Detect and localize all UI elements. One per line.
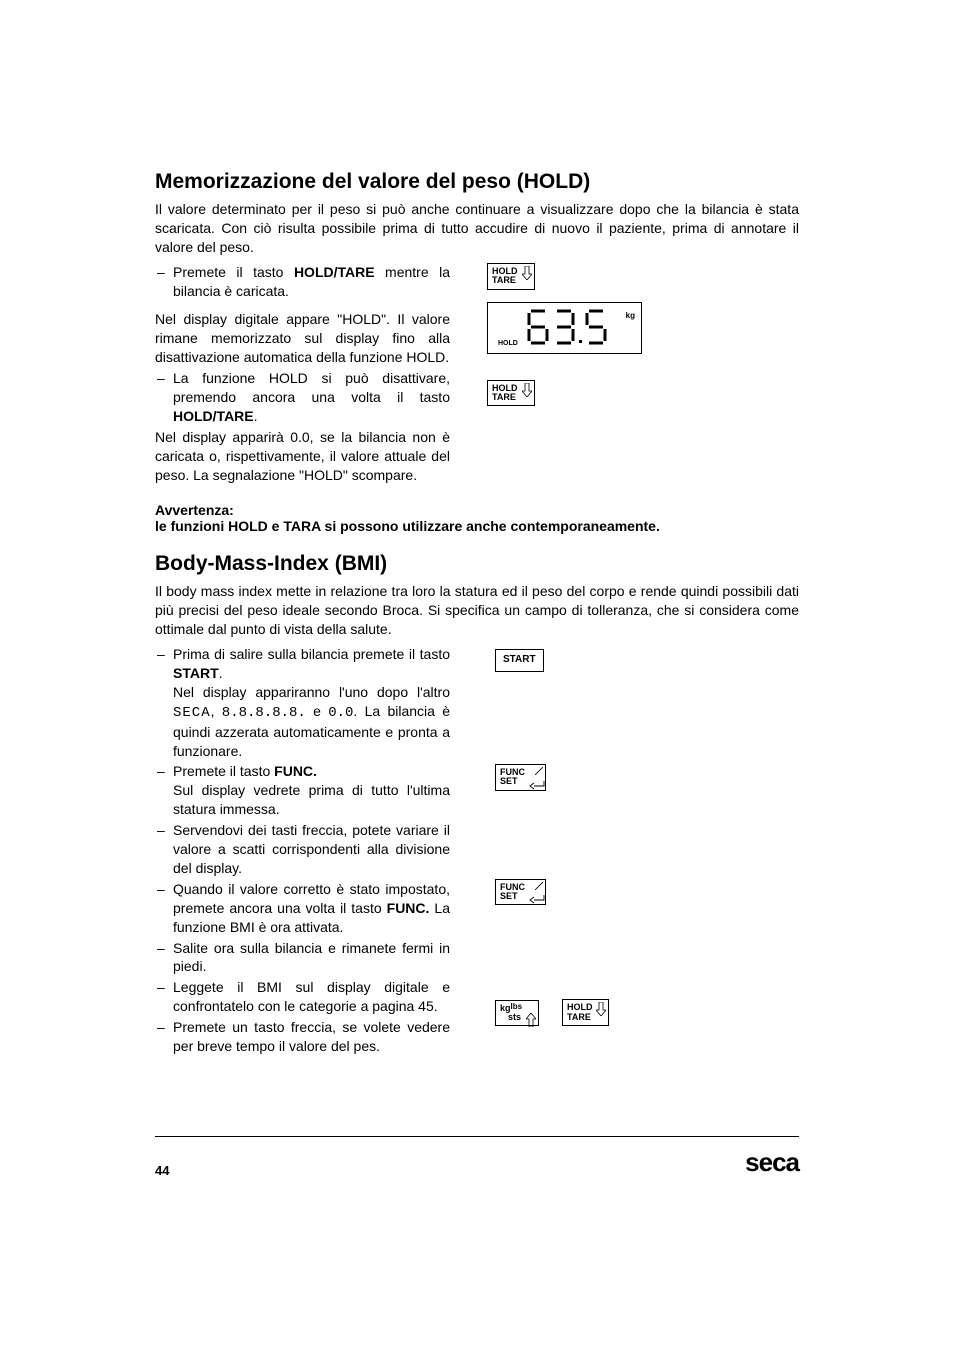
step-bold: FUNC. bbox=[274, 763, 317, 779]
section-hold-intro: Il valore determinato per il peso si può… bbox=[155, 200, 799, 257]
hold-notice: Avvertenza: le funzioni HOLD e TARA si p… bbox=[155, 502, 799, 534]
step-text: Premete il tasto bbox=[173, 763, 274, 779]
step-text: Premete il tasto bbox=[173, 264, 294, 280]
step-text: Leggete il BMI sul display digitale e co… bbox=[173, 978, 450, 1016]
seg-display: 8.8.8.8.8. bbox=[222, 704, 306, 723]
hold-tare-button-fig-2: HOLD TARE bbox=[487, 380, 799, 407]
func-button-fig-2: FUNC SET bbox=[495, 879, 799, 906]
bmi-step-1: – Prima di salire sulla bilancia premete… bbox=[155, 645, 450, 760]
step-text: Sul display vedrete prima di tutto l'ult… bbox=[173, 781, 450, 819]
step-text: Salite ora sulla bilancia e rimanete fer… bbox=[173, 939, 450, 977]
bmi-step-4: – Quando il valore corretto è stato impo… bbox=[155, 880, 450, 937]
btn-label-l2: TARE bbox=[492, 275, 516, 285]
enter-arrow-icon bbox=[529, 780, 543, 788]
notice-label: Avvertenza: bbox=[155, 502, 234, 518]
hold-step-2: – La funzione HOLD si può disattivare, p… bbox=[155, 369, 450, 426]
bmi-step-5: – Salite ora sulla bilancia e rimanete f… bbox=[155, 939, 450, 977]
step-text: , bbox=[211, 703, 222, 719]
lcd-value bbox=[527, 307, 619, 357]
up-arrow-icon bbox=[526, 1013, 536, 1023]
notice-text: le funzioni HOLD e TARA si possono utili… bbox=[155, 518, 660, 534]
step-text: e bbox=[306, 703, 328, 719]
btn-label-l1b: lbs bbox=[511, 1002, 523, 1011]
hold-tare-button-fig-1: HOLD TARE bbox=[487, 263, 799, 290]
step-text: . bbox=[219, 665, 223, 681]
page-footer: 44 seca bbox=[155, 1136, 799, 1178]
step-text: . bbox=[254, 408, 258, 424]
enter-arrow-icon bbox=[529, 894, 543, 902]
down-arrow-icon bbox=[522, 383, 532, 393]
bmi-step-3: – Servendovi dei tasti freccia, potete v… bbox=[155, 821, 450, 878]
step-bold: START bbox=[173, 665, 219, 681]
lcd-display: HOLD kg bbox=[487, 302, 642, 354]
func-button-fig-1: FUNC SET bbox=[495, 764, 799, 791]
btn-label: START bbox=[503, 654, 536, 665]
btn-label-l2: SET bbox=[500, 891, 518, 901]
btn-label-l2: SET bbox=[500, 776, 518, 786]
down-arrow-icon bbox=[522, 266, 532, 276]
step-bold: HOLD/TARE bbox=[173, 408, 254, 424]
lcd-hold-label: HOLD bbox=[498, 340, 518, 347]
section-hold-title: Memorizzazione del valore del peso (HOLD… bbox=[155, 170, 799, 194]
step-text: Premete un tasto freccia, se volete vede… bbox=[173, 1018, 450, 1056]
section-bmi-title: Body-Mass-Index (BMI) bbox=[155, 552, 799, 576]
hold-step-1: – Premete il tasto HOLD/TARE mentre la b… bbox=[155, 263, 450, 301]
lcd-unit: kg bbox=[626, 311, 635, 320]
corner-mark-icon bbox=[535, 767, 543, 777]
down-arrow-icon bbox=[596, 1002, 606, 1012]
page-number: 44 bbox=[155, 1163, 169, 1178]
hold-para-1: Nel display digitale appare "HOLD". Il v… bbox=[155, 310, 450, 367]
step-bold: HOLD/TARE bbox=[294, 264, 375, 280]
step-text: Nel display appariranno l'uno dopo l'alt… bbox=[173, 684, 450, 700]
kg-hold-buttons-fig: kglbs sts HOLD TARE bbox=[495, 999, 799, 1026]
bmi-step-6: – Leggete il BMI sul display digitale e … bbox=[155, 978, 450, 1016]
step-text: La funzione HOLD si può disattivare, pre… bbox=[173, 370, 450, 405]
btn-label-l2: sts bbox=[508, 1012, 521, 1022]
start-button-fig: START bbox=[495, 649, 799, 672]
step-bold: FUNC. bbox=[387, 900, 430, 916]
brand-logo: seca bbox=[745, 1147, 799, 1178]
hold-para-2: Nel display apparirà 0.0, se la bilancia… bbox=[155, 428, 450, 485]
step-text: Prima di salire sulla bilancia premete i… bbox=[173, 646, 450, 662]
corner-mark-icon bbox=[535, 882, 543, 892]
btn-label-l2: TARE bbox=[567, 1012, 591, 1022]
seg-display: SECA bbox=[173, 704, 211, 723]
bmi-step-2: – Premete il tasto FUNC. Sul display ved… bbox=[155, 762, 450, 819]
btn-label-l2: TARE bbox=[492, 392, 516, 402]
step-text: Servendovi dei tasti freccia, potete var… bbox=[173, 821, 450, 878]
seg-display: 0.0 bbox=[328, 704, 353, 723]
bmi-step-7: – Premete un tasto freccia, se volete ve… bbox=[155, 1018, 450, 1056]
section-bmi-intro: Il body mass index mette in relazione tr… bbox=[155, 582, 799, 639]
